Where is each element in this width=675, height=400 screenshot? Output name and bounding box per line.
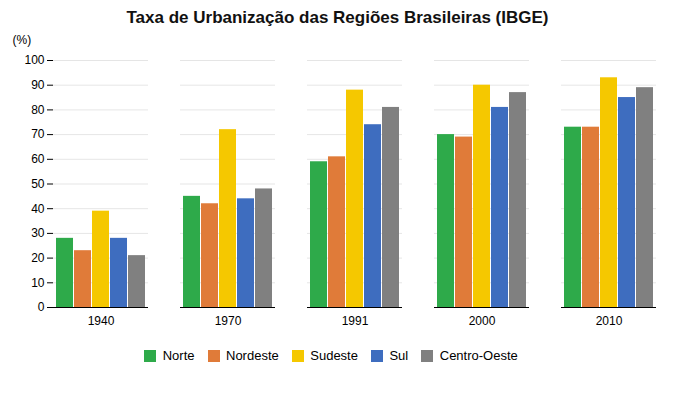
svg-text:1970: 1970 (215, 314, 242, 328)
svg-text:40: 40 (31, 202, 45, 216)
svg-text:90: 90 (31, 78, 45, 92)
html-text:Norte: Norte (162, 348, 195, 363)
html-text:Nordeste: Nordeste (226, 348, 279, 363)
svg-text:2010: 2010 (596, 314, 623, 328)
svg-text:20: 20 (31, 251, 45, 265)
html-text:Sul: Sul (389, 348, 409, 363)
svg-text:2000: 2000 (469, 314, 496, 328)
svg-text:80: 80 (31, 103, 45, 117)
svg-text:10: 10 (31, 276, 45, 290)
html-text:Sudeste: Sudeste (310, 348, 358, 363)
svg-text:100: 100 (24, 53, 44, 67)
svg-text:70: 70 (31, 127, 45, 141)
svg-text:30: 30 (31, 226, 45, 240)
svg-text:60: 60 (31, 152, 45, 166)
svg-text:50: 50 (31, 177, 45, 191)
svg-text:1991: 1991 (342, 314, 369, 328)
svg-text:(%): (%) (13, 33, 32, 47)
svg-text:1940: 1940 (88, 314, 115, 328)
html-text:Centro-Oeste: Centro-Oeste (439, 348, 518, 363)
svg-text:0: 0 (38, 300, 45, 314)
html-text:Taxa de Urbanização das Regiõe: Taxa de Urbanização das Regiões Brasilei… (126, 8, 549, 27)
